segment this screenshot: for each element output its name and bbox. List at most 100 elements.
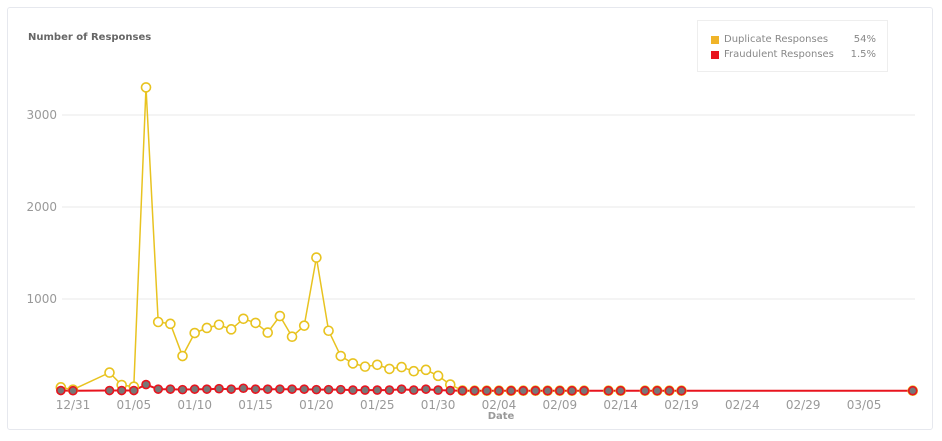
x-tick-label: 02/29: [786, 398, 821, 412]
data-point-fraudulent: [311, 384, 322, 395]
data-point-fraudulent: [116, 385, 127, 396]
data-point-fraudulent: [104, 385, 115, 396]
legend: Duplicate Responses 54% Fraudulent Respo…: [697, 20, 888, 72]
data-point-fraudulent: [603, 385, 614, 396]
data-point-fraudulent: [518, 385, 529, 396]
data-point-fraudulent: [481, 385, 492, 396]
data-point-fraudulent: [360, 385, 370, 395]
legend-swatch-fraudulent: [711, 50, 719, 59]
legend-item-duplicate[interactable]: Duplicate Responses 54%: [711, 34, 876, 45]
data-point-fraudulent: [141, 379, 151, 390]
legend-label: Duplicate Responses: [724, 34, 829, 45]
x-tick-label: 01/20: [299, 398, 334, 412]
legend-item-fraudulent[interactable]: Fraudulent Responses 1.5%: [711, 49, 876, 60]
data-point-fraudulent: [530, 385, 541, 396]
data-point-fraudulent: [640, 385, 650, 396]
x-axis-label: Date: [488, 411, 515, 422]
data-point-fraudulent: [469, 385, 480, 396]
data-point-fraudulent: [202, 384, 212, 394]
data-point-duplicate: [225, 324, 237, 335]
data-point-fraudulent: [238, 383, 249, 394]
legend-label: Fraudulent Responses: [724, 49, 834, 60]
data-point-fraudulent: [396, 384, 407, 394]
data-point-duplicate: [432, 370, 444, 382]
data-point-fraudulent: [56, 385, 66, 396]
data-point-fraudulent: [907, 385, 918, 396]
x-tick-label: 02/04: [482, 398, 517, 412]
data-point-duplicate: [250, 317, 261, 329]
data-point-fraudulent: [335, 384, 346, 395]
data-point-fraudulent: [408, 385, 419, 395]
data-point-duplicate: [286, 331, 298, 343]
data-point-duplicate: [420, 364, 432, 376]
chart-card: [7, 7, 933, 430]
series-line-duplicate: [60, 87, 913, 392]
x-tick-label: 02/19: [664, 398, 699, 412]
data-point-duplicate: [104, 367, 115, 378]
data-point-fraudulent: [494, 385, 504, 396]
data-point-fraudulent: [615, 385, 626, 396]
data-point-fraudulent: [554, 385, 565, 396]
data-point-duplicate: [396, 361, 407, 373]
data-point-duplicate: [359, 361, 371, 372]
data-point-fraudulent: [567, 385, 577, 396]
data-point-fraudulent: [652, 385, 662, 396]
data-point-fraudulent: [129, 385, 139, 396]
legend-share: 1.5%: [850, 49, 876, 60]
data-point-fraudulent: [153, 384, 163, 394]
data-point-fraudulent: [250, 384, 261, 394]
data-point-fraudulent: [287, 384, 297, 394]
x-tick-label: 12/31: [56, 398, 91, 412]
y-tick-label: 1000: [26, 292, 57, 306]
data-point-fraudulent: [68, 385, 78, 396]
data-point-fraudulent: [299, 384, 310, 394]
data-point-fraudulent: [433, 385, 443, 395]
data-point-duplicate: [323, 325, 334, 337]
legend-swatch-duplicate: [711, 35, 719, 44]
data-point-fraudulent: [323, 384, 334, 395]
data-point-fraudulent: [165, 384, 176, 394]
x-tick-label: 01/15: [238, 398, 273, 412]
data-point-duplicate: [177, 350, 188, 362]
data-point-fraudulent: [542, 385, 553, 396]
data-point-fraudulent: [372, 385, 383, 395]
x-tick-label: 02/14: [603, 398, 638, 412]
data-point-fraudulent: [664, 385, 675, 396]
data-point-fraudulent: [506, 385, 516, 396]
y-tick-label: 2000: [26, 200, 57, 214]
data-point-duplicate: [262, 327, 274, 338]
data-point-fraudulent: [579, 385, 589, 396]
data-point-fraudulent: [445, 385, 456, 396]
x-tick-label: 01/25: [360, 398, 395, 412]
x-tick-label: 02/24: [725, 398, 760, 412]
data-point-duplicate: [347, 358, 359, 369]
data-point-duplicate: [189, 327, 200, 339]
data-point-duplicate: [152, 316, 164, 328]
data-point-duplicate: [335, 350, 347, 362]
data-point-duplicate: [201, 322, 213, 334]
chart-title: Number of Responses: [28, 32, 152, 43]
data-point-duplicate: [298, 320, 310, 331]
data-point-duplicate: [238, 313, 249, 325]
data-point-fraudulent: [177, 384, 188, 395]
y-tick-label: 3000: [26, 108, 57, 122]
x-tick-label: 03/05: [847, 398, 882, 412]
x-tick-label: 01/05: [117, 398, 152, 412]
data-point-fraudulent: [384, 385, 395, 395]
x-tick-label: 02/09: [543, 398, 578, 412]
legend-share: 54%: [853, 34, 876, 45]
data-point-fraudulent: [226, 384, 237, 394]
data-point-fraudulent: [275, 384, 285, 394]
data-point-duplicate: [274, 310, 286, 322]
data-point-fraudulent: [262, 384, 273, 394]
data-point-duplicate: [384, 363, 395, 375]
data-point-duplicate: [311, 252, 322, 263]
data-point-duplicate: [165, 318, 176, 330]
data-point-fraudulent: [457, 385, 468, 396]
data-point-duplicate: [140, 82, 152, 93]
data-point-duplicate: [371, 359, 383, 371]
data-point-duplicate: [408, 365, 420, 377]
data-point-fraudulent: [421, 384, 431, 394]
data-point-fraudulent: [676, 385, 687, 396]
